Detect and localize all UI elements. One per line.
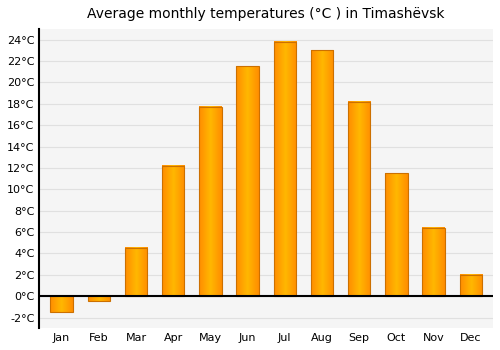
- Bar: [311, 50, 333, 296]
- Bar: [88, 296, 110, 301]
- Bar: [199, 107, 222, 296]
- Bar: [460, 275, 482, 296]
- Bar: [385, 173, 407, 296]
- Bar: [50, 296, 73, 312]
- Bar: [422, 228, 444, 296]
- Bar: [348, 102, 370, 296]
- Bar: [236, 66, 258, 296]
- Bar: [162, 166, 184, 296]
- Bar: [274, 42, 296, 296]
- Title: Average monthly temperatures (°C ) in Timashëvsk: Average monthly temperatures (°C ) in Ti…: [88, 7, 445, 21]
- Bar: [125, 248, 147, 296]
